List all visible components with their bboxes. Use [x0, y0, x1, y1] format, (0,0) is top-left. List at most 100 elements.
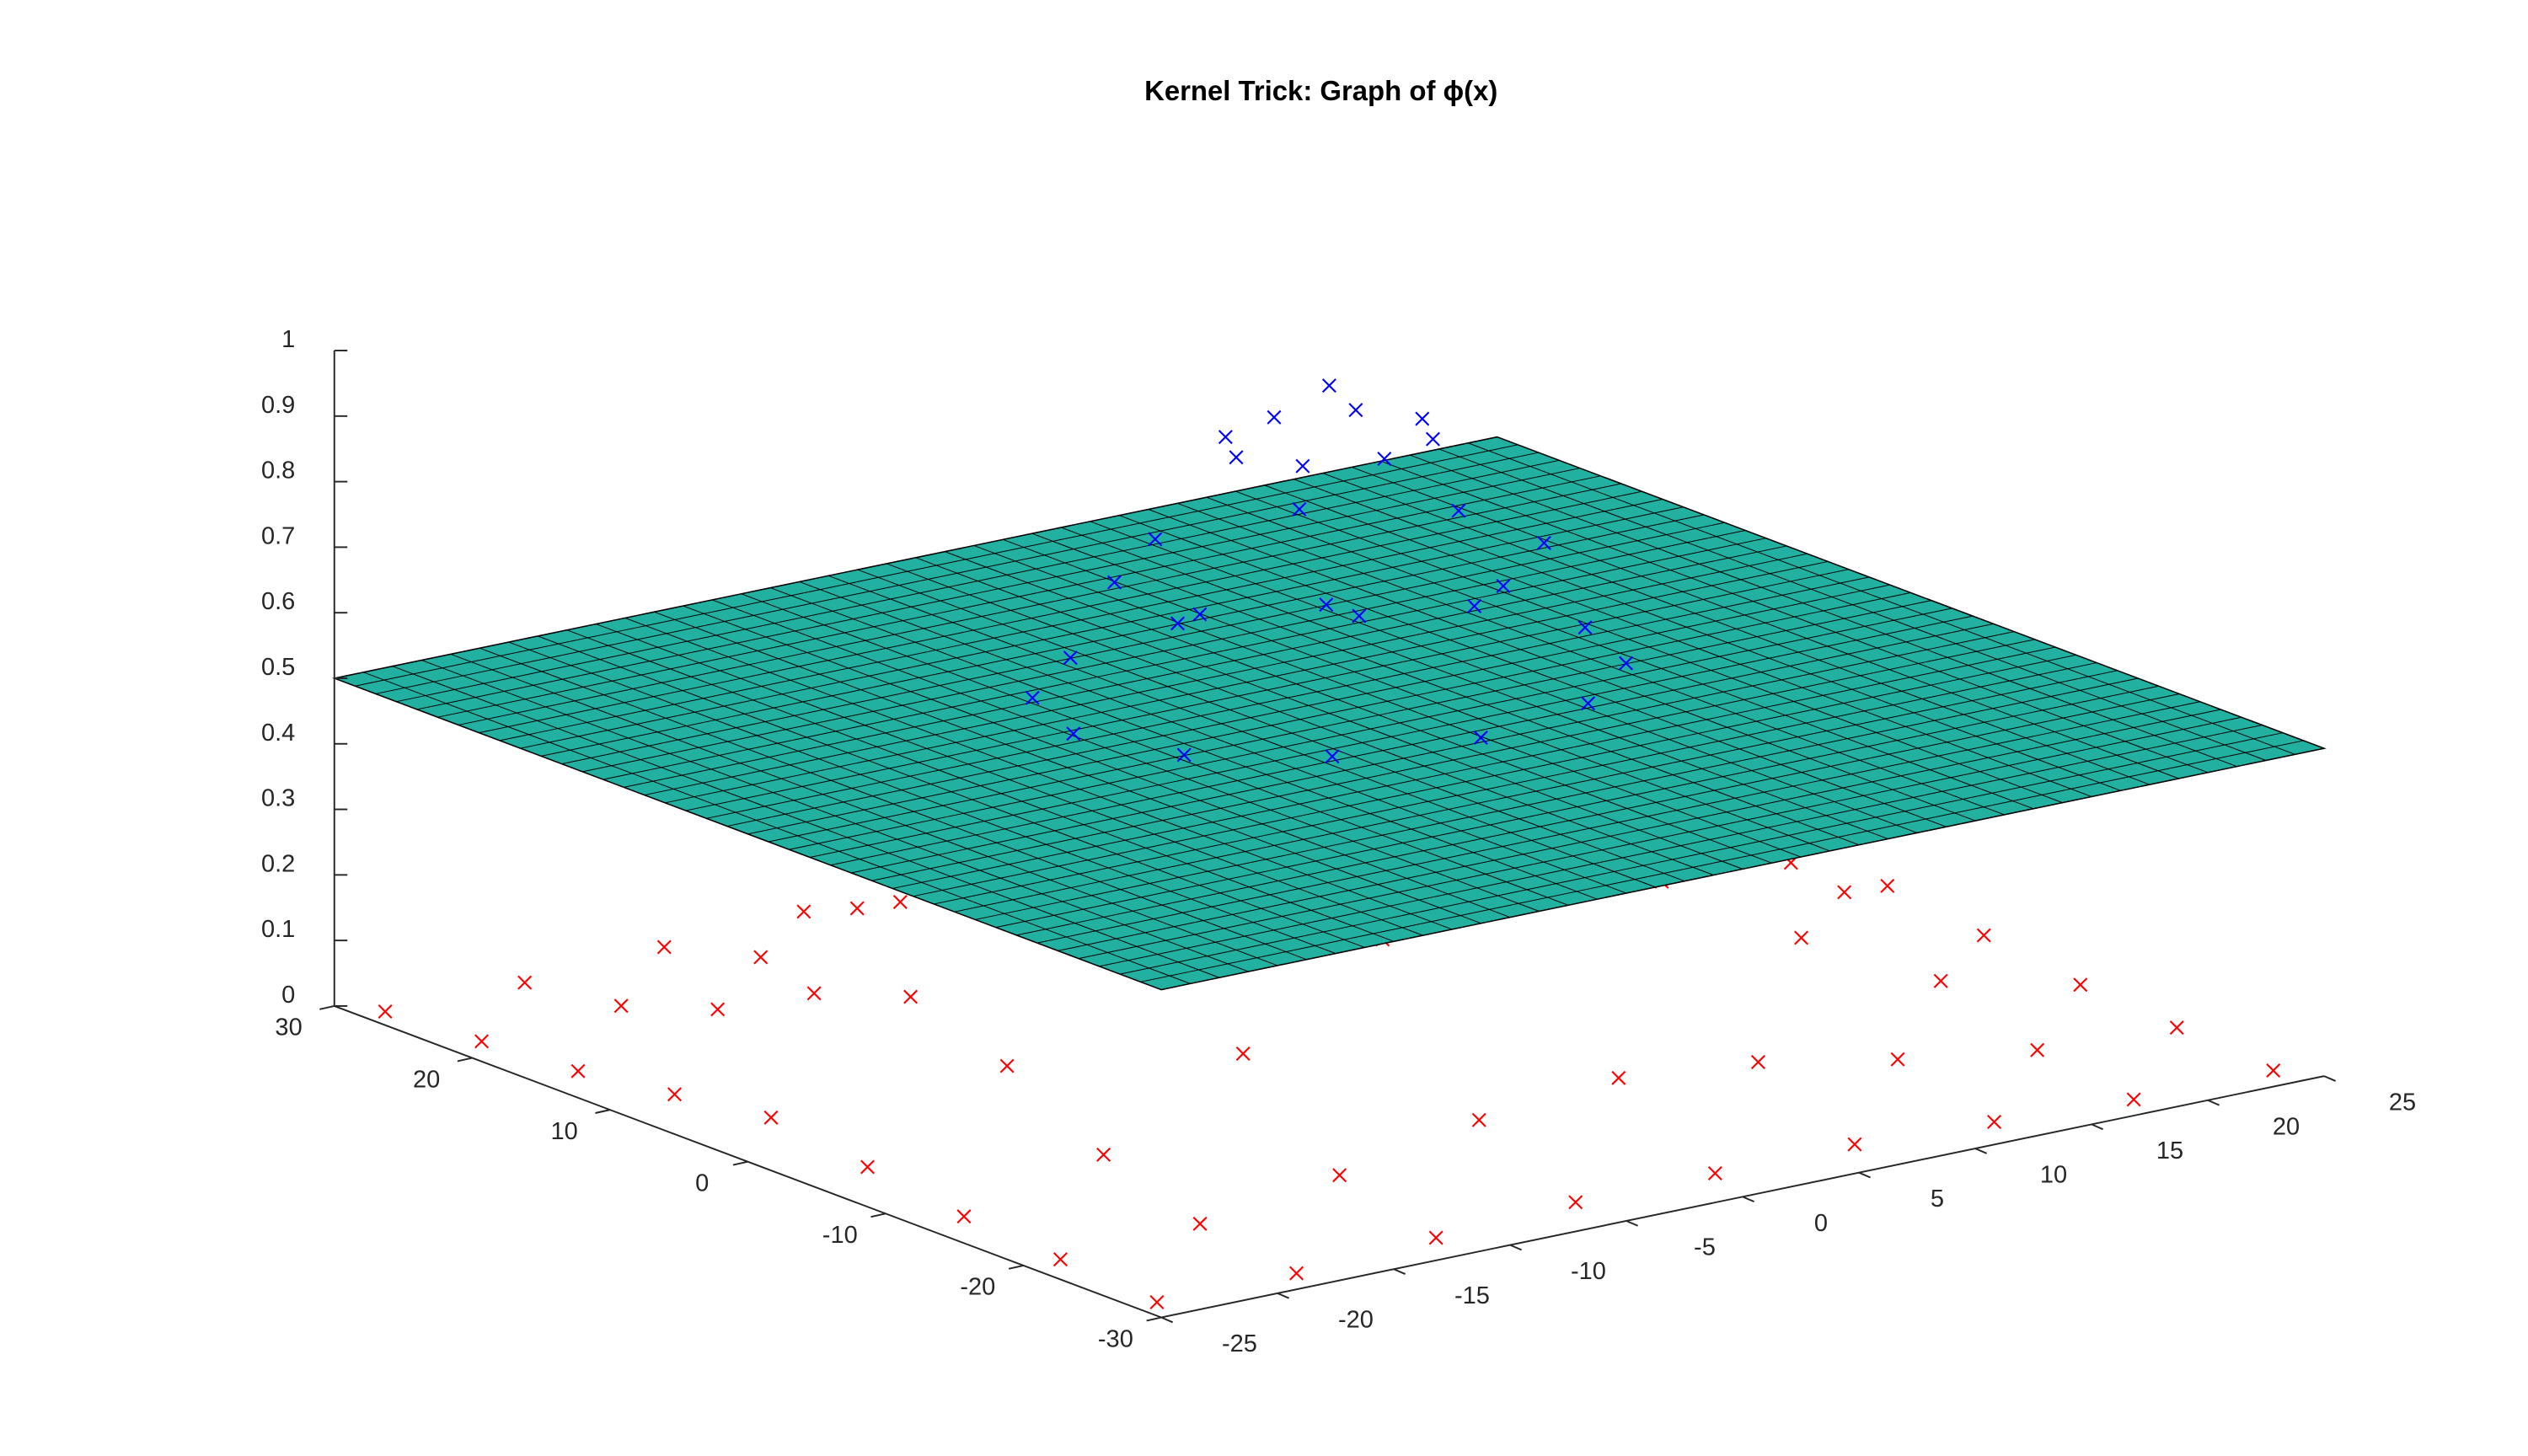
point-marker [1880, 878, 1895, 893]
y-tick [1146, 1316, 1162, 1322]
surface-mesh [458, 483, 1622, 725]
point-marker [1319, 597, 1334, 613]
y-tick [319, 1004, 335, 1010]
x-tick-label: -15 [1454, 1282, 1490, 1309]
z-tick-label: 0.1 [261, 916, 295, 943]
surface-mesh [437, 475, 1601, 718]
point-marker [1192, 607, 1208, 622]
point-marker [1794, 930, 1809, 945]
point-marker [1235, 1046, 1251, 1061]
point-marker [1473, 730, 1488, 745]
surface-mesh [1148, 509, 1976, 822]
point-marker [796, 904, 811, 919]
surface-mesh [416, 468, 1581, 710]
point-marker [1348, 403, 1363, 418]
surface-mesh [1468, 442, 2295, 755]
point-marker [1707, 1165, 1722, 1180]
point-marker [1170, 616, 1186, 631]
point-marker [1289, 1266, 1304, 1281]
point-marker [2169, 1020, 2184, 1036]
x-tick [2323, 1075, 2336, 1082]
surface-mesh [644, 553, 1808, 796]
z-tick-label: 0.3 [261, 785, 295, 812]
point-marker [956, 1209, 972, 1224]
x-tick-label: -25 [1222, 1330, 1257, 1357]
x-tick [1277, 1292, 1289, 1299]
point-marker [1451, 503, 1466, 518]
point-marker [474, 1034, 490, 1049]
point-marker [1192, 1216, 1208, 1231]
point-marker [613, 998, 629, 1014]
x-tick [2207, 1099, 2220, 1106]
z-tick-label: 0 [281, 982, 295, 1009]
x-tick [2091, 1123, 2103, 1131]
point-marker [1577, 620, 1593, 635]
point-marker [753, 950, 769, 965]
y-tick [870, 1212, 886, 1218]
surface-mesh [706, 576, 1870, 819]
point-marker [1267, 410, 1282, 425]
x-tick-label: 20 [2273, 1113, 2300, 1140]
point-marker [1066, 726, 1081, 741]
surface-mesh [1322, 473, 2150, 785]
x-tick-label: -20 [1338, 1306, 1374, 1333]
point-marker [1332, 1168, 1347, 1183]
z-tick-label: 0.4 [261, 720, 295, 747]
point-marker [2266, 1063, 2281, 1079]
surface-mesh [355, 444, 1518, 687]
point-marker [1229, 450, 1244, 465]
point-marker [1933, 973, 1948, 988]
y-tick [595, 1109, 611, 1114]
point-marker [1890, 1052, 1905, 1067]
point-marker [1352, 608, 1367, 624]
surface-mesh [1410, 454, 2237, 768]
point-marker [1149, 1294, 1165, 1309]
point-marker [1496, 579, 1511, 593]
surface-mesh [1438, 448, 2267, 761]
z-tick-label: 0.2 [261, 850, 295, 877]
point-marker [710, 1002, 726, 1017]
point-marker [1750, 1055, 1765, 1070]
point-marker [1295, 458, 1310, 474]
y-tick-label: -30 [1098, 1325, 1133, 1352]
surface-mesh [1206, 496, 2034, 810]
x-tick [1509, 1244, 1522, 1251]
blue-points [1025, 378, 1634, 764]
point-marker [2030, 1042, 2045, 1057]
x-tick-label: 5 [1931, 1186, 1944, 1212]
point-marker [1176, 747, 1192, 763]
y-tick [732, 1160, 748, 1166]
z-tick-label: 0.6 [261, 588, 295, 615]
surface-layer [332, 436, 2327, 991]
point-marker [999, 1058, 1015, 1073]
point-marker [1467, 598, 1482, 613]
surface-mesh [582, 529, 1746, 773]
point-marker [1325, 749, 1340, 764]
point-marker [2073, 977, 2088, 993]
surface-mesh [1119, 515, 1947, 827]
surface-mesh [1352, 466, 2179, 779]
y-tick-label: 30 [275, 1014, 302, 1041]
surface-mesh [603, 538, 1766, 780]
point-marker [1415, 411, 1430, 426]
point-marker [1321, 378, 1336, 393]
y-tick [457, 1057, 473, 1063]
point-marker [903, 989, 919, 1004]
point-marker [1096, 1147, 1111, 1162]
x-tick-label: 0 [1814, 1210, 1828, 1237]
x-tick-label: 10 [2040, 1162, 2067, 1189]
point-marker [378, 1004, 393, 1020]
point-marker [860, 1159, 875, 1175]
surface-mesh [1293, 479, 2121, 791]
surface-mesh [1090, 521, 1918, 833]
point-marker [1471, 1112, 1486, 1127]
surface-mesh [1003, 538, 1830, 852]
surface-mesh [1177, 502, 2005, 816]
x-tick-label: -5 [1694, 1234, 1716, 1261]
x-tick [1160, 1316, 1173, 1324]
y-tick-label: -20 [960, 1274, 995, 1301]
point-marker [1106, 575, 1122, 590]
y-tick-label: 20 [413, 1066, 440, 1093]
